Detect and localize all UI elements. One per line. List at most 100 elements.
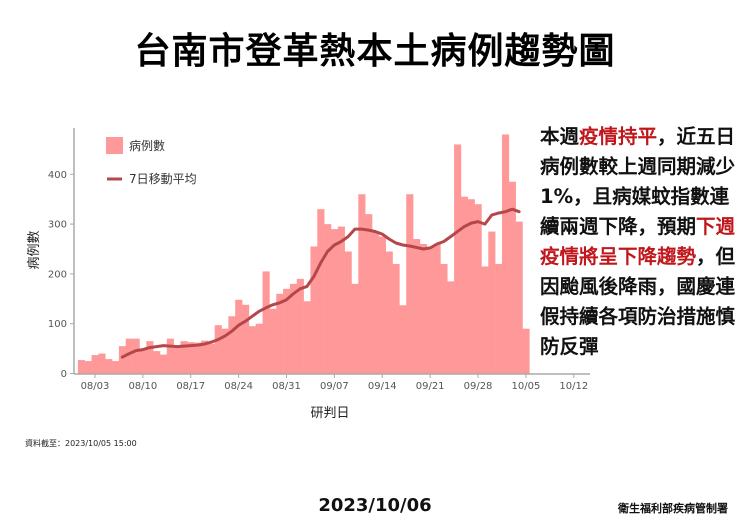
bar — [159, 354, 168, 374]
highlight-text: 疫情持平 — [579, 125, 658, 148]
bar — [84, 361, 92, 374]
bar — [118, 346, 127, 374]
bar — [344, 251, 352, 374]
bar — [330, 229, 339, 374]
bar — [180, 341, 188, 374]
x-tick-label: 08/10 — [128, 381, 157, 392]
moving-average-line — [120, 207, 521, 359]
bar — [488, 231, 496, 374]
bar — [426, 246, 434, 374]
bar — [201, 340, 209, 374]
bar — [365, 214, 373, 374]
x-tick-label: 08/31 — [272, 381, 301, 392]
bar — [413, 239, 421, 374]
bar — [173, 346, 181, 374]
bar — [276, 293, 284, 374]
bar — [132, 338, 140, 374]
bar — [228, 316, 236, 374]
bar — [248, 326, 257, 374]
bar — [194, 342, 202, 374]
bar — [187, 342, 195, 374]
x-axis-ticks: 08/03 08/10 08/17 08/24 08/31 09/07 09/14 09/21… — [81, 374, 588, 392]
y-tick-label: 400 — [48, 170, 67, 181]
bar — [378, 236, 386, 374]
bar — [262, 271, 270, 374]
bar — [289, 283, 298, 374]
publish-date: 2023/10/06 — [318, 495, 432, 516]
commentary-text: 本週疫情持平，近五日病例數較上週同期減少1%，且病媒蚊指數連續兩週下降，預期下週… — [540, 122, 745, 362]
bar — [125, 338, 133, 374]
bar — [324, 224, 332, 374]
x-tick-label: 08/03 — [81, 381, 110, 392]
bar — [77, 360, 86, 374]
bar — [214, 325, 222, 374]
bar — [501, 134, 510, 374]
bar — [474, 204, 482, 374]
bar — [460, 196, 469, 374]
legend-bar-swatch — [106, 137, 123, 154]
bar — [255, 323, 263, 374]
bar — [221, 328, 229, 374]
bar — [508, 181, 516, 374]
commentary-segment: 本週 — [540, 125, 580, 148]
bar — [112, 361, 120, 374]
bar — [433, 244, 441, 374]
bar — [522, 328, 530, 374]
y-axis-title: 病例數 — [27, 230, 42, 269]
bar — [296, 278, 304, 374]
legend-line-label: 7日移動平均 — [129, 172, 197, 186]
bar — [207, 343, 215, 374]
bar — [283, 288, 291, 374]
bar — [406, 194, 414, 374]
highlight-text: 下週疫情將呈下降趨勢 — [540, 215, 736, 268]
bar — [98, 353, 106, 374]
y-tick-label: 300 — [48, 220, 67, 231]
bar — [105, 359, 113, 374]
x-tick-label: 09/28 — [464, 381, 493, 392]
bar — [419, 244, 428, 374]
x-tick-label: 10/05 — [511, 381, 540, 392]
bar — [454, 144, 462, 374]
bar — [399, 305, 407, 374]
bar — [310, 246, 318, 374]
bar — [153, 351, 161, 374]
commentary-segment: ，但因颱風後降雨，國慶連假持續各項防治措施慎防反彈 — [540, 245, 736, 358]
bar — [351, 283, 359, 374]
bar — [515, 221, 523, 374]
bar — [166, 338, 174, 374]
x-tick-label: 08/17 — [176, 381, 205, 392]
y-axis-ticks: 0 100 200 300 400 — [48, 170, 74, 380]
bar — [146, 341, 154, 374]
bar — [337, 226, 345, 374]
bar — [392, 263, 400, 374]
bar — [317, 209, 325, 374]
data-source-note: 資料截至：2023/10/05 15:00 — [25, 439, 137, 448]
x-axis-title: 研判日 — [310, 406, 349, 421]
x-tick-label: 09/07 — [320, 381, 349, 392]
x-tick-label: 10/12 — [559, 381, 588, 392]
bar — [235, 299, 243, 374]
x-tick-label: 09/14 — [368, 381, 397, 392]
bar — [385, 251, 393, 374]
bar — [242, 304, 250, 374]
legend: 病例數 7日移動平均 — [106, 137, 197, 186]
chart-title: 台南市登革熱本土病例趨勢圖 — [134, 31, 616, 72]
bar — [358, 194, 366, 374]
x-tick-label: 09/21 — [416, 381, 445, 392]
bar — [481, 266, 489, 374]
y-tick-label: 0 — [61, 369, 67, 380]
bar-series — [77, 134, 530, 374]
bar — [139, 348, 147, 374]
legend-bar-label: 病例數 — [129, 138, 165, 153]
bar — [91, 355, 99, 374]
bar — [269, 308, 277, 374]
y-tick-label: 200 — [48, 269, 67, 280]
commentary-segment: ，近五日病例數較上週同期減少1%，且病媒蚊指數連續兩週下降，預期 — [540, 125, 736, 238]
organization-name: 衛生福利部疾病管制署 — [618, 502, 728, 515]
bar — [303, 301, 311, 374]
y-tick-label: 100 — [48, 319, 67, 330]
bar — [467, 199, 475, 374]
bar — [447, 281, 455, 374]
bar — [372, 231, 380, 374]
